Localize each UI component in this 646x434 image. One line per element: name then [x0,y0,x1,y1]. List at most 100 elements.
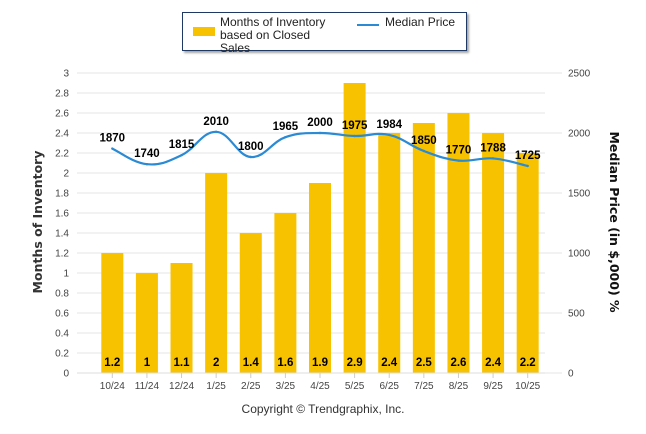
line-point [249,155,252,159]
line-value-label: 2000 [307,117,333,129]
line-point [284,136,287,139]
y2-tick-label: 500 [568,309,585,320]
bar-value-label: 1.2 [104,357,120,369]
y2-tick-label: 1000 [568,249,591,260]
line-value-label: 2010 [203,116,229,128]
bar [516,153,539,373]
y-tick-label: 2.6 [55,109,69,120]
y2-tick-label: 2000 [568,129,591,140]
bar [274,213,297,373]
bar-value-label: 2.5 [416,357,433,369]
y-tick-label: 1.8 [55,189,69,200]
y2-tick-label: 2500 [568,69,591,80]
bar [343,83,366,373]
y-tick-label: 0.2 [55,349,69,360]
x-tick-label: 8/25 [449,381,469,392]
bar-value-label: 1 [144,357,151,369]
bar-value-label: 2.4 [485,357,502,369]
left-axis-ticks: 0 0.2 0.4 0.6 0.8 1 1.2 1.4 1.6 1.8 2 2.2 2.4 2.6 2.8 3 [55,69,69,380]
y-tick-label: 2.4 [55,129,69,140]
bar-value-label: 2.9 [347,357,363,369]
bar [447,113,470,373]
x-tick-label: 7/25 [414,381,434,392]
legend-line-label: Median Price [385,15,456,29]
line-value-label: 1870 [100,133,126,145]
bar-series [101,83,539,373]
bar [101,253,124,373]
right-axis-ticks: 0 500 1000 1500 2000 2500 [545,69,591,380]
line-point [526,164,529,168]
legend-bar-label: Months of Inventory based on Closed Sale… [220,15,326,55]
x-tick-label: 10/25 [515,381,540,392]
line-value-label: 1788 [480,142,506,154]
x-tick-label: 3/25 [276,381,296,392]
x-tick-label: 12/24 [169,381,194,392]
bar [412,123,435,373]
line-point [145,163,149,166]
bar-value-label: 2 [213,357,219,369]
x-tick-label: 11/24 [135,381,160,392]
legend-line-swatch [357,24,379,26]
line-value-label: 1975 [342,120,368,132]
y-tick-label: 2.2 [55,149,69,160]
x-tick-label: 5/25 [345,381,365,392]
line-point [180,154,183,157]
line-point [388,133,391,137]
y2-tick-label: 1500 [568,189,591,200]
bar-value-label: 1.4 [243,357,260,369]
y-tick-label: 1.6 [55,209,69,220]
line-series [111,130,529,168]
line-value-label: 1770 [446,145,472,157]
bar-value-label: 1.9 [312,357,328,369]
bar-value-label: 2.6 [450,357,466,369]
y-tick-label: 0 [63,369,69,380]
bar [170,263,193,373]
bar-value-label: 1.1 [174,357,191,369]
bar [482,133,505,373]
line-value-label: 1965 [273,121,299,133]
line-point [353,134,356,138]
y-axis-title: Months of Inventory [30,151,45,294]
line-point [318,131,322,135]
bar-value-label: 2.4 [381,357,398,369]
y-tick-label: 3 [63,69,69,80]
y2-axis-title: Median Price (in $,000) % [607,131,622,313]
line-point [422,149,426,153]
x-tick-label: 1/25 [206,381,226,392]
x-axis-ticks: 10/24 11/24 12/24 1/25 2/25 3/25 4/25 5/25 6/25 7… [77,372,545,392]
bar [309,183,331,373]
x-tick-label: 10/24 [100,381,125,392]
legend: Months of Inventory based on Closed Sale… [182,12,467,55]
y-tick-label: 0.6 [55,309,69,320]
bar-data-labels: 1.2 1 1.1 2 1.4 1.6 1.9 2.9 2.4 2.5 2.6 2.4 2.2 [104,357,535,369]
x-tick-label: 9/25 [483,381,503,392]
y-tick-label: 1.4 [55,229,69,240]
bar-value-label: 2.2 [520,357,536,369]
bar [239,233,262,373]
bar [205,173,228,373]
bar-value-label: 1.6 [277,357,293,369]
y-tick-label: 1 [63,269,69,280]
line-point [491,157,495,160]
x-tick-label: 6/25 [379,381,399,392]
bar [135,273,158,373]
y-tick-label: 2 [63,169,69,180]
copyright-text: Copyright © Trendgraphix, Inc. [241,402,405,416]
line-value-label: 1815 [169,139,195,151]
y-tick-label: 1.2 [55,249,69,260]
line-value-label: 1850 [411,135,437,147]
y-tick-label: 0.8 [55,289,69,300]
y-tick-label: 2.8 [55,89,69,100]
line-value-label: 1740 [134,148,160,160]
line-data-labels: 1870 1740 1815 2010 1800 1965 2000 1975 1984 1850… [100,116,542,162]
line-value-label: 1800 [238,141,264,153]
line-value-label: 1984 [376,119,402,131]
x-tick-label: 4/25 [310,381,330,392]
line-point [111,147,114,150]
x-tick-label: 2/25 [241,381,261,392]
legend-bar-swatch [193,27,215,36]
bar [378,133,401,373]
y2-tick-label: 0 [568,369,574,380]
line-value-label: 1725 [515,150,541,162]
